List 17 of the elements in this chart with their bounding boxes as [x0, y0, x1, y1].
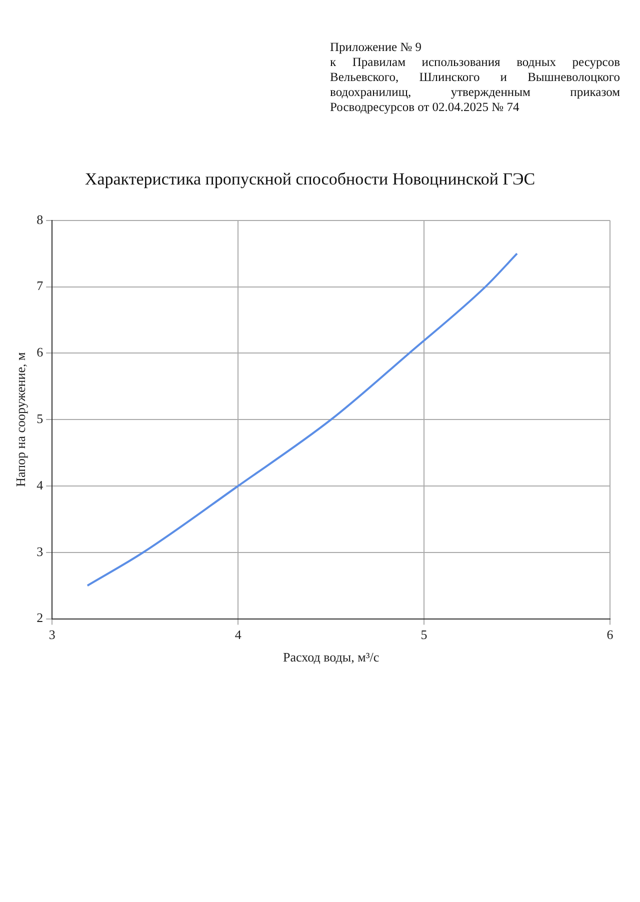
text: к Правилам использования водных ресурсов Вельевского, Шлинского и Вышневолоцкого водохранилищ, утвержденным приказом Росводресурсов от 02.04.2025 № 74 — [330, 55, 620, 115]
y-tick-label: 6 — [36, 344, 44, 360]
y-tick-label: 3 — [36, 544, 44, 559]
y-tick-label: 5 — [36, 411, 44, 426]
chart-title: Характеристика пропускной способности Новоцнинской ГЭС — [84, 170, 536, 189]
x-tick-label: 5 — [420, 627, 428, 642]
y-axis-title: Напор на сооружение, м — [13, 352, 28, 487]
y-tick-label: 7 — [36, 278, 44, 294]
y-tick-label: 8 — [36, 212, 44, 227]
y-tick-label: 4 — [36, 477, 44, 492]
x-tick-label: 3 — [48, 627, 56, 642]
x-tick-label: 6 — [606, 627, 614, 642]
y-tick-label: 2 — [36, 610, 44, 626]
text: Приложение № 9 — [330, 40, 423, 55]
x-axis-title: Расход воды, м³/с — [282, 650, 380, 665]
line-series — [86, 252, 518, 587]
x-tick-label: 4 — [234, 627, 242, 642]
